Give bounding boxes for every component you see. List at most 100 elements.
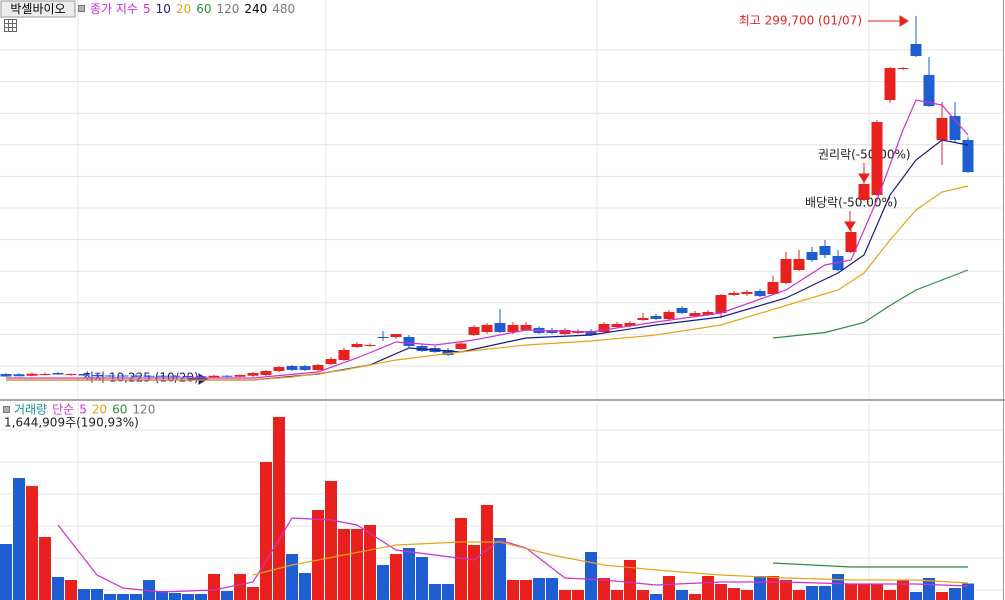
volume-bar <box>429 584 441 600</box>
volume-bar <box>754 576 766 600</box>
candle-body <box>468 327 480 335</box>
candle-body <box>481 325 493 332</box>
candle-body <box>598 324 610 332</box>
moving-average-line <box>57 517 969 593</box>
candle-body <box>780 259 792 283</box>
candle-body <box>871 122 883 195</box>
candle-body <box>806 252 818 260</box>
candle-body <box>52 373 64 375</box>
volume-bar <box>117 594 129 600</box>
candle-body <box>455 343 467 349</box>
volume-bar <box>533 578 545 600</box>
volume-bar <box>520 580 532 600</box>
candle-body <box>208 375 220 378</box>
volume-bar <box>169 593 181 600</box>
candle-body <box>156 375 168 377</box>
candle-body <box>767 282 779 294</box>
volume-bar <box>494 538 506 600</box>
candle-body <box>819 246 831 255</box>
candle-body <box>221 375 233 377</box>
candle-body <box>520 325 532 330</box>
volume-bar <box>858 584 870 600</box>
volume-bar <box>676 590 688 600</box>
candle-body <box>104 375 116 377</box>
candle-body <box>390 334 402 337</box>
volume-bar <box>416 557 428 600</box>
volume-bar <box>455 518 467 600</box>
volume-bar <box>767 576 779 600</box>
rights-annotation: 권리락(-50.00%) <box>818 148 911 162</box>
indicator-icon[interactable] <box>78 5 85 12</box>
volume-subtitle: 1,644,909주(190,93%) <box>4 416 139 430</box>
volume-bar <box>637 590 649 600</box>
dividend-annotation: 배당락(-50.00%) <box>805 196 898 210</box>
candle-body <box>793 259 805 270</box>
volume-bar <box>377 565 389 600</box>
high-annotation: 최고 299,700 (01/07) <box>739 14 862 28</box>
volume-bar <box>572 590 584 600</box>
volume-bar <box>728 588 740 600</box>
moving-average-line <box>772 562 968 568</box>
volume-bar <box>884 590 896 600</box>
candle-body <box>273 367 285 371</box>
indicator-label: 단순 <box>52 403 74 417</box>
candle-body <box>949 116 961 140</box>
volume-bar <box>208 574 220 600</box>
volume-bar <box>13 478 25 600</box>
volume-bar <box>442 584 454 600</box>
volume-bar <box>702 576 714 600</box>
candle-body <box>247 373 259 376</box>
volume-bar <box>273 417 285 600</box>
candle-body <box>715 295 727 313</box>
volume-bar <box>819 586 831 600</box>
volume-bar <box>182 594 194 600</box>
volume-bar <box>871 584 883 600</box>
volume-bar <box>923 578 935 600</box>
volume-bar <box>390 554 402 600</box>
volume-bar <box>247 587 259 600</box>
volume-bar <box>507 580 519 600</box>
candle-body <box>962 140 974 172</box>
volume-bar <box>598 578 610 600</box>
candle-body <box>611 324 623 327</box>
volume-bar <box>91 589 103 600</box>
legend-entry: 10 <box>156 2 171 16</box>
stock-name-box[interactable] <box>0 0 76 18</box>
candle-body <box>442 350 454 355</box>
volume-bar <box>286 554 298 600</box>
volume-bar <box>338 529 350 600</box>
legend-entry: 20 <box>92 403 107 417</box>
candle-body <box>169 375 181 377</box>
volume-bar <box>585 552 597 600</box>
candle-body <box>884 68 896 100</box>
moving-average-line <box>6 185 969 381</box>
legend-entry: 120 <box>132 403 155 417</box>
table-icon[interactable] <box>4 19 17 32</box>
candle-body <box>143 375 155 377</box>
candle-body <box>676 308 688 313</box>
volume-indicator-icon[interactable] <box>3 406 10 413</box>
volume-bar <box>741 590 753 600</box>
candle-body <box>741 292 753 294</box>
candle-body <box>546 330 558 333</box>
volume-bar <box>26 486 38 600</box>
candle-body <box>78 374 90 376</box>
candle-body <box>897 68 909 69</box>
moving-average-line <box>772 269 969 339</box>
volume-bar <box>546 578 558 600</box>
candle-body <box>845 232 857 252</box>
candle-body <box>637 318 649 320</box>
candle-body <box>585 331 597 335</box>
candle-body <box>26 373 38 376</box>
candle-body <box>130 375 142 377</box>
candle-body <box>494 323 506 332</box>
candle-body <box>351 344 363 347</box>
candle-body <box>364 345 376 346</box>
volume-bar <box>949 588 961 600</box>
candle-body <box>702 312 714 315</box>
candle-body <box>13 374 25 377</box>
candle-body <box>559 330 571 334</box>
